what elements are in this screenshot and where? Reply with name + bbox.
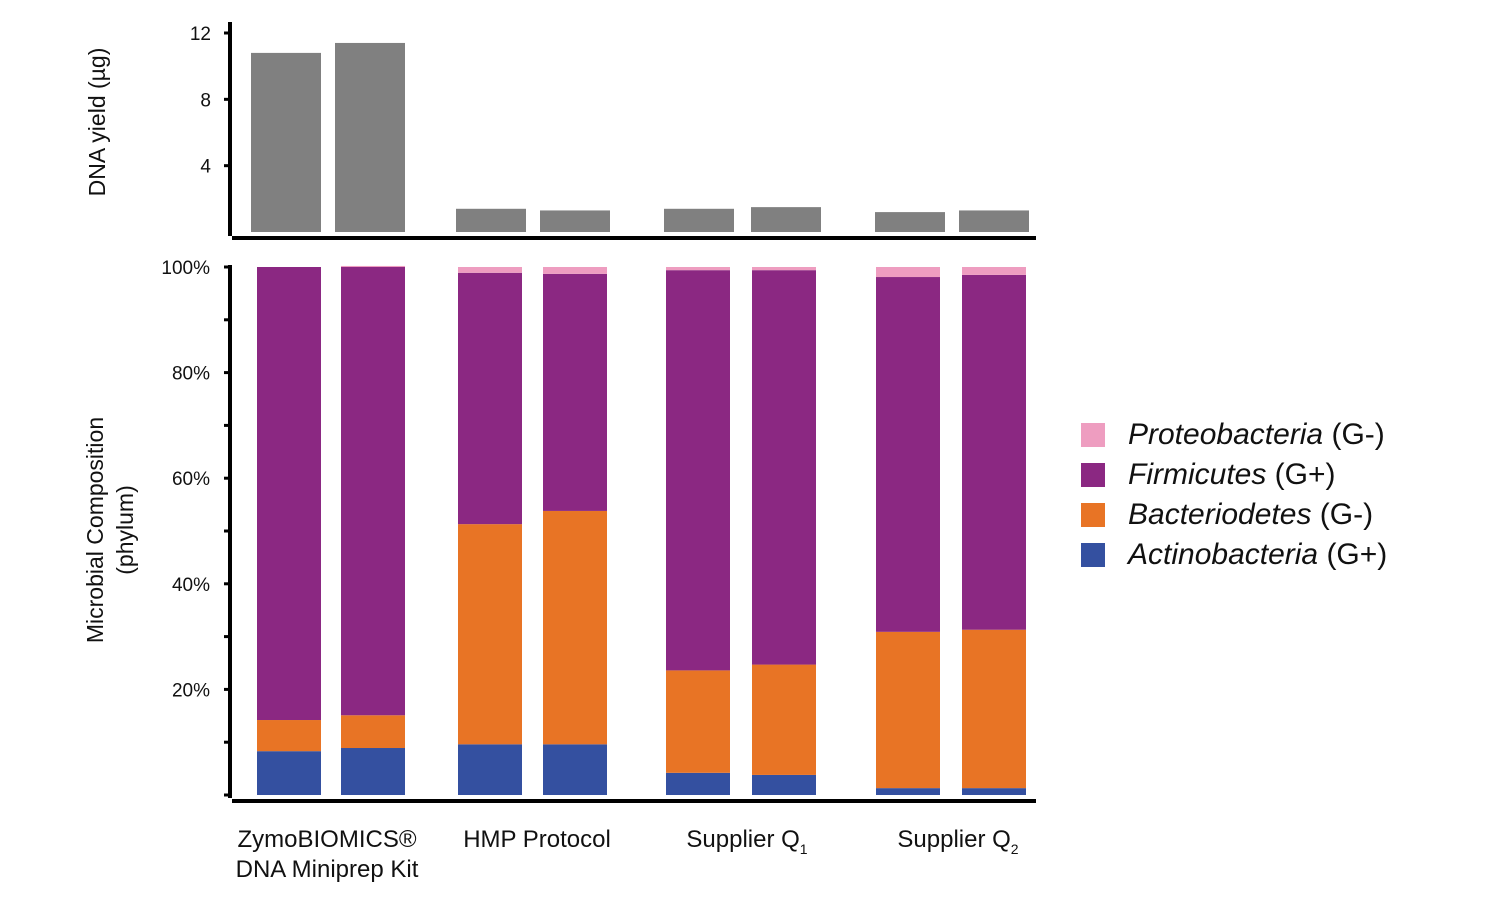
category-label-line-2: DNA Miniprep Kit (236, 856, 419, 883)
segment-firmicutes (341, 267, 405, 716)
yield-bar (751, 207, 821, 232)
yield-bar (875, 212, 945, 232)
legend-series-name: Firmicutes (1128, 458, 1266, 491)
yield-y-tick-label: 8 (200, 90, 211, 111)
yield-bar (959, 210, 1029, 232)
legend-series-suffix: (G+) (1318, 538, 1387, 571)
legend: Proteobacteria (G-)Firmicutes (G+)Bacter… (1081, 418, 1387, 571)
segment-proteobacteria (543, 267, 607, 274)
legend-series-name: Actinobacteria (1126, 538, 1318, 571)
segment-bacteriodetes (962, 629, 1026, 789)
yield-y-tick-label: 12 (190, 24, 211, 45)
segment-bacteriodetes (458, 524, 522, 745)
legend-label: Actinobacteria (G+) (1126, 538, 1387, 571)
legend-label: Firmicutes (G+) (1128, 458, 1336, 491)
segment-proteobacteria (752, 267, 816, 271)
segment-bacteriodetes (341, 715, 405, 749)
segment-bacteriodetes (543, 510, 607, 745)
segment-firmicutes (876, 277, 940, 632)
legend-swatch-proteobacteria (1081, 423, 1105, 447)
legend-label: Proteobacteria (G-) (1128, 418, 1385, 451)
composition-chart: Microbial Composition (phylum) 20% 40% 60%… (82, 258, 1036, 803)
legend-series-name: Bacteriodetes (1128, 498, 1311, 531)
category-label: Supplier Q2 (897, 826, 1018, 857)
segment-bacteriodetes (666, 670, 730, 773)
segment-firmicutes (962, 274, 1026, 630)
segment-actinobacteria (876, 788, 940, 795)
segment-proteobacteria (666, 267, 730, 271)
segment-actinobacteria (257, 751, 321, 795)
category-label-main: HMP Protocol (463, 826, 611, 853)
segment-actinobacteria (666, 772, 730, 795)
legend-swatch-actinobacteria (1081, 543, 1105, 567)
category-label-subscript: 1 (800, 841, 808, 857)
composition-y-tick-label: 80% (172, 364, 210, 385)
composition-y-label-line-2: (phylum) (112, 485, 138, 574)
legend-swatch-bacteriodetes (1081, 503, 1105, 527)
segment-actinobacteria (752, 774, 816, 795)
segment-bacteriodetes (257, 720, 321, 752)
yield-bar (540, 210, 610, 232)
category-label: Supplier Q1 (686, 826, 807, 857)
yield-bar (251, 52, 321, 233)
legend-label: Bacteriodetes (G-) (1128, 498, 1373, 531)
yield-bar (335, 42, 405, 233)
yield-y-tick-label: 4 (200, 157, 211, 178)
composition-y-tick-label: 100% (161, 258, 210, 279)
category-label-main: Supplier Q (897, 826, 1010, 853)
segment-bacteriodetes (876, 631, 940, 789)
legend-series-name: Proteobacteria (1128, 418, 1323, 451)
segment-proteobacteria (962, 267, 1026, 275)
composition-y-tick-label: 60% (172, 469, 210, 490)
composition-y-tick-label: 20% (172, 680, 210, 701)
yield-bar (664, 208, 734, 232)
legend-series-suffix: (G-) (1323, 418, 1385, 451)
segment-actinobacteria (962, 788, 1026, 795)
segment-firmicutes (543, 273, 607, 511)
segment-proteobacteria (876, 267, 940, 278)
category-labels: ZymoBIOMICS® DNA Miniprep Kit HMP Protocol… (236, 826, 1019, 883)
segment-bacteriodetes (752, 664, 816, 775)
yield-bar (456, 208, 526, 232)
yield-chart: DNA yield (µg) 4 8 12 (84, 22, 1036, 240)
category-label: ZymoBIOMICS® (237, 826, 416, 853)
segment-firmicutes (257, 267, 321, 721)
composition-y-label-line-1: Microbial Composition (82, 417, 108, 643)
segment-actinobacteria (341, 748, 405, 795)
category-label-subscript: 2 (1011, 841, 1019, 857)
segment-firmicutes (752, 270, 816, 665)
legend-swatch-firmicutes (1081, 463, 1105, 487)
category-label: HMP Protocol (463, 826, 611, 853)
category-label-main: Supplier Q (686, 826, 799, 853)
composition-y-tick-label: 40% (172, 575, 210, 596)
segment-firmicutes (666, 270, 730, 671)
segment-proteobacteria (341, 265, 405, 267)
category-label-main: ZymoBIOMICS® (237, 826, 416, 853)
segment-firmicutes (458, 272, 522, 525)
yield-y-label: DNA yield (µg) (84, 48, 110, 197)
legend-series-suffix: (G+) (1266, 458, 1335, 491)
legend-series-suffix: (G-) (1311, 498, 1373, 531)
segment-actinobacteria (458, 744, 522, 795)
segment-actinobacteria (543, 744, 607, 795)
segment-proteobacteria (458, 267, 522, 273)
